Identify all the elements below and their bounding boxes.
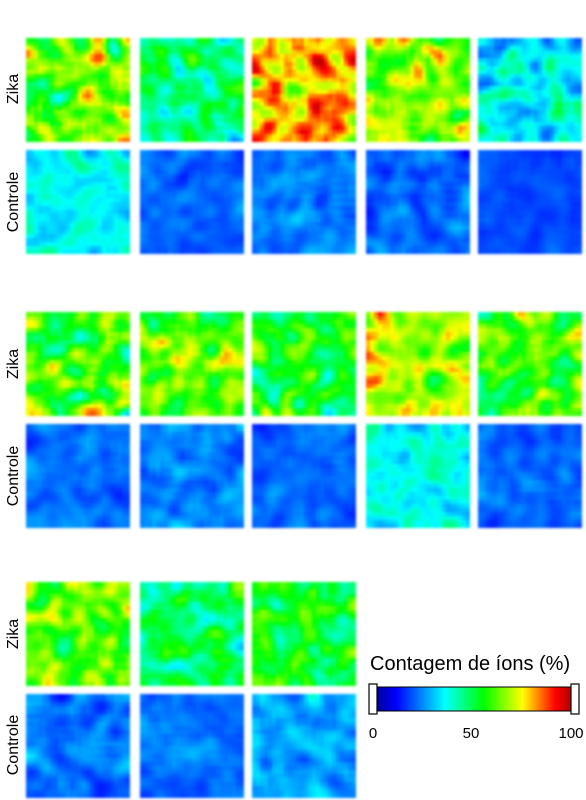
heatmap-zika-g3-2: [140, 582, 244, 686]
heatmap-controle-g2-5: [478, 424, 582, 528]
heatmap-zika-g1-5: [478, 38, 582, 142]
heatmap-controle-g2-1: [26, 424, 130, 528]
legend-title: Contagem de íons (%): [370, 653, 571, 675]
heatmap-zika-g1-3: [252, 38, 356, 142]
heatmap-zika-g1-2: [140, 38, 244, 142]
legend-tick-0: 0: [368, 725, 378, 742]
heatmap-controle-g1-3: [252, 150, 356, 254]
row-label-zika-group-2: Zika: [5, 348, 22, 380]
legend-tick-50: 50: [462, 725, 480, 742]
heatmap-controle-g3-3: [252, 694, 356, 798]
heatmap-zika-g3-3: [252, 582, 356, 686]
heatmap-zika-g1-4: [366, 38, 470, 142]
heatmap-controle-g2-2: [140, 424, 244, 528]
heatmap-zika-g2-1: [26, 312, 130, 416]
color-scale-bar: [368, 683, 580, 715]
heatmap-zika-g2-2: [140, 312, 244, 416]
heatmap-controle-g2-3: [252, 424, 356, 528]
heatmap-controle-g2-4: [366, 424, 470, 528]
heatmap-controle-g1-2: [140, 150, 244, 254]
heatmap-zika-g3-1: [26, 582, 130, 686]
heatmap-zika-g2-4: [366, 312, 470, 416]
row-label-zika-group-3: Zika: [5, 618, 22, 650]
row-label-controle-group-2: Controle: [5, 445, 22, 507]
heatmap-controle-g1-4: [366, 150, 470, 254]
heatmap-zika-g2-5: [478, 312, 582, 416]
heatmap-controle-g3-2: [140, 694, 244, 798]
heatmap-controle-g1-5: [478, 150, 582, 254]
row-label-zika-group-1: Zika: [5, 73, 22, 105]
row-label-controle-group-1: Controle: [5, 171, 22, 233]
heatmap-zika-g1-1: [26, 38, 130, 142]
legend-tick-100: 100: [558, 725, 584, 742]
heatmap-controle-g1-1: [26, 150, 130, 254]
row-label-controle-group-3: Controle: [5, 714, 22, 776]
heatmap-controle-g3-1: [26, 694, 130, 798]
heatmap-zika-g2-3: [252, 312, 356, 416]
